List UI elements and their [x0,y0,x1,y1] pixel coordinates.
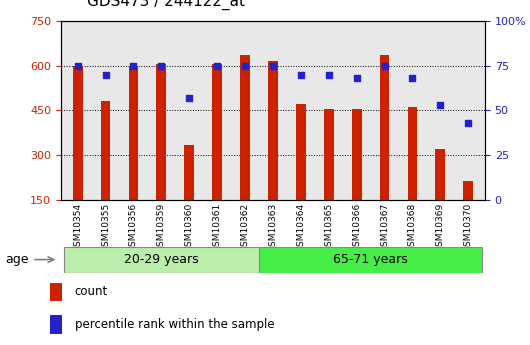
Point [101,72,110,77]
Bar [259,247,482,273]
Bar [64,247,259,273]
Point [408,75,417,81]
Text: age: age [5,253,29,266]
Bar [240,55,250,200]
Text: count: count [75,285,108,298]
Point [129,63,138,68]
Bar [50,283,62,301]
Point [269,63,277,68]
Text: GDS473 / 244122_at: GDS473 / 244122_at [87,0,245,10]
Bar [268,61,278,200]
Bar [324,109,333,200]
Text: percentile rank within the sample: percentile rank within the sample [75,318,274,331]
Text: 65-71 years: 65-71 years [333,253,408,266]
Bar [73,66,83,200]
Point [185,95,193,101]
Point [324,72,333,77]
Bar [379,55,390,200]
Text: 20-29 years: 20-29 years [124,253,199,266]
Bar [156,64,166,200]
Bar [408,107,417,200]
Bar [213,64,222,200]
Bar [296,105,306,200]
Point [241,63,249,68]
Bar [184,145,194,200]
Point [464,120,472,126]
Point [213,63,222,68]
Bar [129,66,138,200]
Point [381,63,389,68]
Point [352,75,361,81]
Point [436,102,445,108]
Bar [101,101,110,200]
Point [157,63,165,68]
Point [297,72,305,77]
Bar [50,315,62,334]
Bar [463,181,473,200]
Bar [436,149,445,200]
Point [74,63,82,68]
Bar [352,109,361,200]
